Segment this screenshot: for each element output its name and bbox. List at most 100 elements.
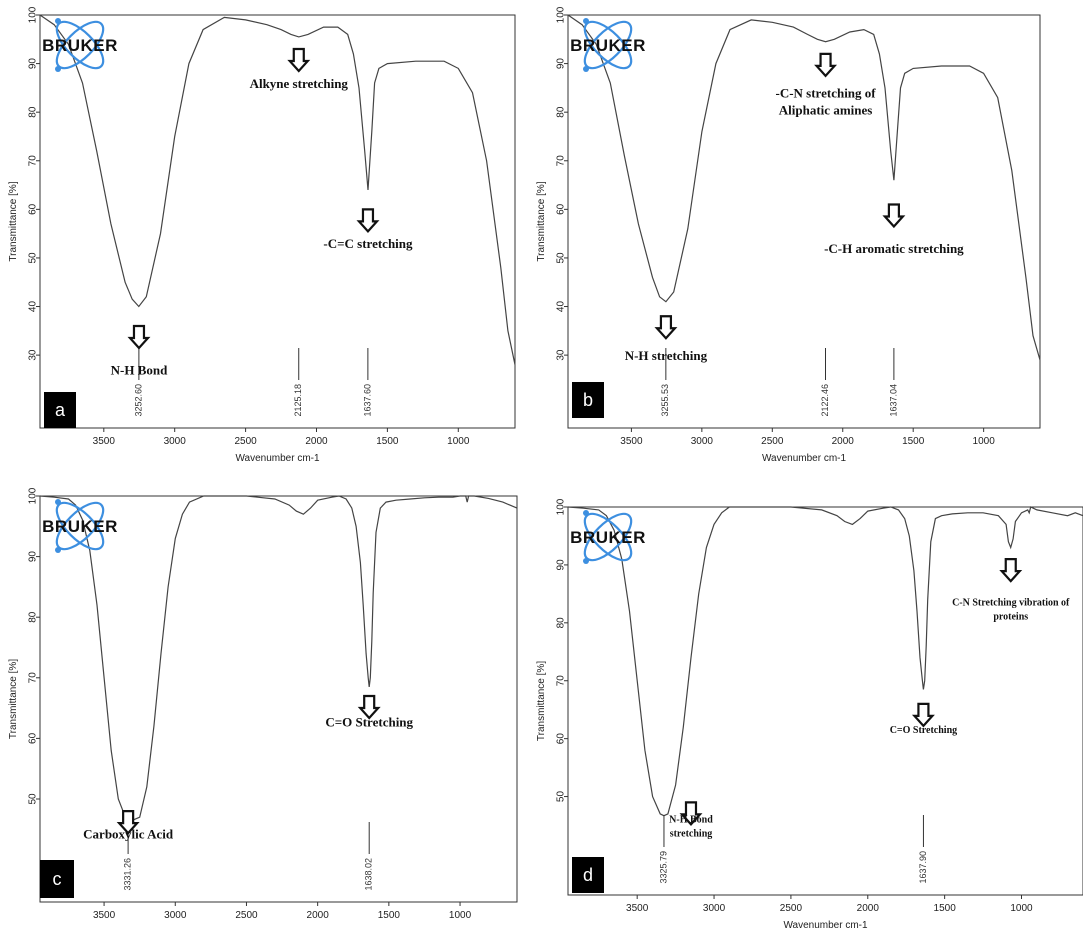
y-tick-label: 30 [28, 349, 39, 361]
y-tick-label: 60 [28, 732, 39, 744]
x-tick-label: 2000 [832, 436, 855, 447]
y-tick-label: 70 [556, 675, 567, 687]
logo-text: BRUKER [570, 36, 646, 55]
y-tick-label: 50 [556, 791, 567, 803]
spectrum-line [39, 495, 518, 821]
annotation-label: Carboxylic Acid [83, 826, 174, 841]
y-tick-label: 40 [28, 301, 39, 313]
x-tick-label: 1000 [973, 436, 996, 447]
spectrum-line [567, 14, 1041, 361]
x-tick-label: 1500 [378, 910, 401, 921]
y-tick-label: 30 [556, 349, 567, 361]
peak-label: 1637.90 [918, 851, 928, 884]
annotation-label: C=O Stretching [325, 714, 413, 729]
spectrum-chart-c: 50 60 70 80 90 100 3500 3000 2500 2000 1500 1000 Tra… [8, 487, 518, 921]
y-tick-label: 90 [556, 58, 567, 70]
x-tick-label: 1000 [447, 436, 470, 447]
peak-label: 3255.53 [660, 384, 670, 417]
logo-text: BRUKER [42, 517, 118, 536]
logo-dot [583, 66, 589, 72]
x-tick-label: 3000 [164, 910, 187, 921]
spectrum-chart-b: 30 40 50 60 70 80 90 100 3500 3000 2500 2000 1500 100… [536, 6, 1041, 464]
plot-frame [567, 14, 1041, 429]
annotation-arrow [814, 52, 838, 78]
annotation-label: -C-N stretching of [775, 86, 876, 101]
annotation-label: -C-H aromatic stretching [824, 241, 964, 256]
x-tick-label: 3500 [620, 436, 643, 447]
y-axis-title: Transmittance [%] [536, 181, 547, 261]
x-tick-label: 2500 [234, 436, 257, 447]
peak-label: 3252.60 [133, 384, 143, 417]
panel-letter: a [55, 400, 66, 420]
annotation-arrow [654, 315, 678, 340]
annotation-label: C=O Stretching [890, 725, 957, 736]
x-tick-label: 2500 [761, 436, 784, 447]
y-tick-label: 80 [556, 617, 567, 629]
x-tick-label: 3000 [164, 436, 187, 447]
logo-text: BRUKER [570, 528, 646, 547]
y-tick-label: 40 [556, 301, 567, 313]
annotation-label: N-H Bond [669, 815, 713, 826]
bruker-logo: BRUKER [570, 510, 646, 564]
y-tick-label: 80 [28, 106, 39, 118]
spectrum-panel-b: 30 40 50 60 70 80 90 100 3500 3000 2500 2000 1500 100… [535, 0, 1075, 470]
panel-letter-box [40, 860, 74, 898]
spectrum-chart-a: 30 40 50 60 70 80 90 100 3500 3000 2500 2000 1500 100… [8, 6, 516, 464]
logo-dot [55, 547, 61, 553]
y-tick-label: 90 [28, 551, 39, 563]
y-axis-title: Transmittance [%] [8, 659, 19, 739]
spectrum-chart-d: 50 60 70 80 90 100 3500 3000 2500 2000 1500 1000 Tra… [536, 498, 1083, 931]
annotation-arrow [287, 47, 311, 73]
x-tick-label: 3500 [93, 910, 116, 921]
y-axis-title: Transmittance [%] [536, 661, 547, 741]
logo-dot [583, 558, 589, 564]
y-tick-label: 80 [556, 106, 567, 118]
panel-letter: d [583, 865, 593, 885]
peak-label: 3325.79 [658, 851, 668, 884]
annotation-arrow [356, 208, 380, 233]
y-tick-label: 60 [28, 203, 39, 215]
annotation-arrow [999, 558, 1023, 583]
plot-frame [39, 495, 518, 903]
y-tick-label: 100 [28, 6, 39, 23]
spectrum-panel-d: 50 60 70 80 90 100 3500 3000 2500 2000 1500 1000 Tra… [535, 480, 1083, 941]
annotation-arrow [357, 694, 381, 720]
spectrum-panel-c: 50 60 70 80 90 100 3500 3000 2500 2000 1500 1000 Tra… [0, 480, 520, 941]
annotation-arrow [127, 324, 151, 350]
annotation-label: N-H Bond [111, 363, 168, 378]
panel-letter-box [572, 382, 604, 418]
logo-dot [55, 499, 61, 505]
logo-dot [55, 18, 61, 24]
bruker-logo: BRUKER [42, 18, 117, 72]
x-axis-title: Wavenumber cm-1 [783, 920, 868, 931]
y-tick-label: 90 [28, 58, 39, 70]
y-tick-label: 100 [556, 6, 567, 23]
logo-dot [55, 66, 61, 72]
x-tick-label: 3000 [703, 903, 726, 914]
y-tick-label: 70 [28, 155, 39, 167]
panel-letter-box [572, 857, 604, 893]
peak-label: 2125.18 [293, 384, 303, 417]
x-tick-label: 2000 [305, 436, 328, 447]
x-tick-label: 3500 [626, 903, 649, 914]
annotation-arrow [882, 203, 906, 229]
spectrum-panel-a: 30 40 50 60 70 80 90 100 3500 3000 2500 2000 1500 100… [0, 0, 520, 470]
x-tick-label: 3500 [93, 436, 116, 447]
annotation-label: Alkyne stretching [250, 76, 349, 91]
spectrum-line [39, 14, 516, 365]
logo-dot [583, 510, 589, 516]
y-tick-label: 50 [556, 252, 567, 264]
annotation-label: C-N Stretching vibration of [952, 597, 1070, 608]
plot-frame [567, 506, 1083, 896]
plot-frame [39, 14, 516, 429]
annotation-label-line2: Aliphatic amines [779, 103, 873, 118]
x-tick-label: 3000 [691, 436, 714, 447]
panel-letter-box [44, 392, 76, 428]
x-tick-label: 2000 [307, 910, 330, 921]
peak-label: 3331.26 [122, 858, 132, 891]
y-tick-label: 50 [28, 252, 39, 264]
peak-label: 1637.60 [362, 384, 372, 417]
x-tick-label: 2500 [780, 903, 803, 914]
annotation-label: N-H stretching [625, 348, 708, 363]
logo-dot [583, 18, 589, 24]
